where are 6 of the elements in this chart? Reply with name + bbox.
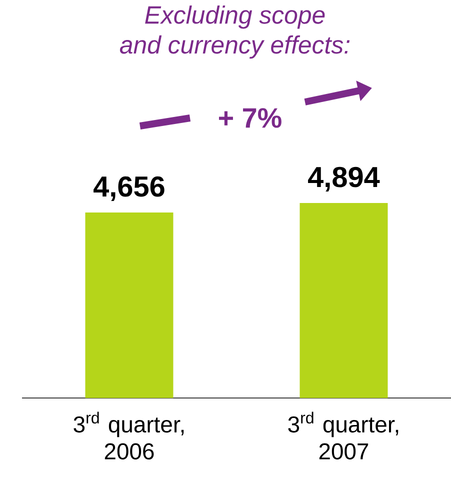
data-label: 4,894 bbox=[308, 166, 380, 192]
data-label: 4,656 bbox=[93, 176, 164, 201]
chart-title: Excluding scope and currency effects: bbox=[120, 6, 350, 59]
text: + 7% bbox=[218, 108, 282, 128]
x-tick-label: 3$^{rd}$ quarter, 2006 bbox=[74, 412, 184, 460]
x-tick-label: 3$^{rd}$ quarter, 2007 bbox=[288, 412, 398, 460]
